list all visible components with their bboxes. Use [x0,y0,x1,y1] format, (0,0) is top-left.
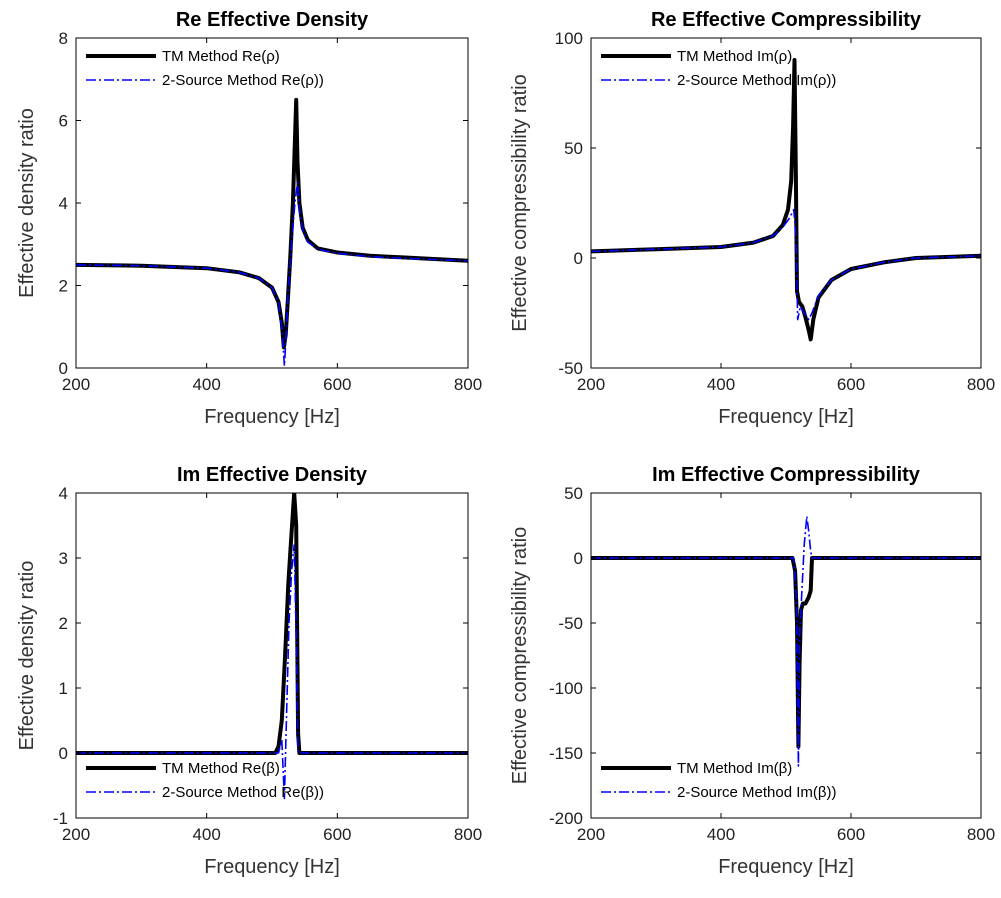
x-tick-label: 600 [323,375,351,394]
x-tick-label: 800 [454,375,482,394]
x-tick-label: 200 [62,825,90,844]
series-line-2-source [76,544,468,800]
y-tick-label: 4 [59,194,68,213]
y-tick-label: -1 [53,809,68,828]
x-tick-label: 200 [62,375,90,394]
x-tick-label: 400 [192,375,220,394]
y-axis-label: Effective compressibility ratio [509,74,531,332]
y-axis-label: Effective density ratio [16,108,38,298]
legend-entry: TM Method Im(β) [677,760,792,777]
y-tick-label: -200 [549,809,583,828]
y-tick-label: 6 [59,112,68,131]
y-tick-label: -150 [549,744,583,763]
chart-title: Im Effective Density [177,464,368,486]
x-tick-label: 600 [837,375,865,394]
y-tick-label: 1 [59,679,68,698]
y-tick-label: 0 [574,549,583,568]
chart-panel: 200 400 600 800 -50 0 50 100 Re Effective Compre… [509,9,995,428]
x-tick-label: 200 [577,825,605,844]
legend-entry: 2-Source Method Re(β)) [162,784,324,801]
y-tick-label: 4 [59,484,68,503]
series-line-2-source [591,515,981,767]
y-axis-label: Effective compressibility ratio [509,527,531,785]
series-line-2-source [591,208,981,321]
x-tick-label: 800 [967,375,995,394]
series-group [76,97,468,367]
legend: TM Method Im(β) 2-Source Method Im(β)) [601,760,837,801]
x-tick-label: 400 [707,375,735,394]
legend: TM Method Re(β) 2-Source Method Re(β)) [86,760,324,801]
y-tick-label: 0 [59,744,68,763]
y-tick-label: 50 [564,139,583,158]
series-group [76,493,468,800]
legend-entry: TM Method Im(ρ) [677,48,792,65]
x-tick-label: 800 [967,825,995,844]
plot-area [591,38,981,368]
x-tick-label: 400 [707,825,735,844]
y-tick-label: 50 [564,484,583,503]
chart-panel: 200 400 600 800 0 2 4 6 8 Re Effective Density Fre… [16,9,482,428]
y-tick-label: 2 [59,277,68,296]
series-group [591,58,981,342]
y-tick-label: 2 [59,614,68,633]
x-axis-label: Frequency [Hz] [718,856,854,878]
y-tick-label: 0 [59,359,68,378]
plot-area [591,493,981,818]
x-axis-label: Frequency [Hz] [718,406,854,428]
x-tick-label: 400 [192,825,220,844]
y-tick-label: 3 [59,549,68,568]
y-axis-label: Effective density ratio [16,561,38,751]
x-tick-label: 200 [577,375,605,394]
x-tick-label: 600 [323,825,351,844]
x-tick-label: 600 [837,825,865,844]
chart-title: Re Effective Compressibility [651,9,922,31]
y-tick-label: -50 [558,614,583,633]
y-tick-label: -50 [558,359,583,378]
y-tick-label: 100 [555,29,583,48]
legend-entry: 2-Source Method Im(ρ)) [677,72,836,89]
y-tick-label: -100 [549,679,583,698]
series-group [591,515,981,767]
y-tick-label: 8 [59,29,68,48]
chart-panel: 200 400 600 800 -1 0 1 2 3 4 Im Effective Density F… [16,464,482,878]
series-line-2-source [76,181,468,367]
legend-entry: TM Method Re(β) [162,760,280,777]
axes-frame [75,492,469,819]
plot-area [76,38,468,368]
chart-title: Re Effective Density [176,9,369,31]
x-axis-label: Frequency [Hz] [204,406,340,428]
plot-area [76,493,468,818]
legend: TM Method Im(ρ) 2-Source Method Im(ρ)) [601,48,836,89]
legend-entry: TM Method Re(ρ) [162,48,280,65]
legend-entry: 2-Source Method Re(ρ)) [162,72,324,89]
axes-frame [590,37,982,369]
legend: TM Method Re(ρ) 2-Source Method Re(ρ)) [86,48,324,89]
y-tick-label: 0 [574,249,583,268]
legend-entry: 2-Source Method Im(β)) [677,784,837,801]
chart-panel: 200 400 600 800 -200 -150 -100 -50 0 50 Im Effecti… [509,464,995,878]
x-tick-label: 800 [454,825,482,844]
x-axis-label: Frequency [Hz] [204,856,340,878]
chart-title: Im Effective Compressibility [652,464,921,486]
axes-frame [590,492,982,819]
